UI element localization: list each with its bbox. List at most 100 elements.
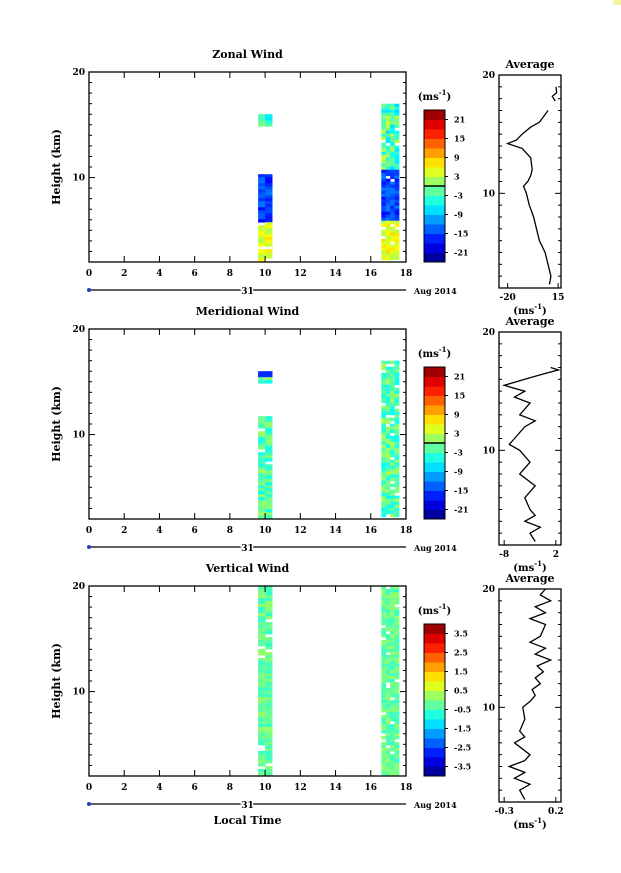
- heatmap-cell: [265, 631, 273, 635]
- heatmap-cell: [381, 387, 387, 392]
- colorbar-segment: [424, 462, 445, 472]
- heatmap-cell: [385, 226, 391, 231]
- heatmap-cell: [394, 447, 400, 452]
- heatmap-cell: [258, 601, 266, 605]
- heatmap-cell: [394, 423, 400, 428]
- heatmap-cell: [381, 450, 387, 455]
- heatmap-cell: [385, 733, 391, 737]
- heatmap-cell: [258, 637, 266, 641]
- average-frame: [498, 588, 562, 803]
- heatmap-cell: [265, 721, 273, 725]
- heatmap-cell: [394, 661, 400, 665]
- heatmap-cell: [258, 240, 266, 244]
- heatmap-cell: [258, 598, 266, 602]
- heatmap-cell: [381, 772, 387, 776]
- heatmap-cell: [394, 703, 400, 707]
- heatmap-cell: [258, 658, 266, 662]
- y-axis-label: Height (km): [50, 643, 63, 719]
- colorbar-segment: [424, 709, 445, 720]
- heatmap-cell: [394, 658, 400, 662]
- colorbar-segment: [424, 167, 445, 177]
- heatmap-cell: [385, 486, 391, 491]
- heatmap-cell: [265, 458, 273, 462]
- heatmap-cell: [265, 655, 273, 659]
- heatmap-cell: [381, 172, 387, 177]
- heatmap-cell: [258, 252, 266, 256]
- heatmap-cell: [265, 425, 273, 429]
- heatmap-cell: [265, 452, 273, 456]
- heatmap-cell: [265, 186, 273, 190]
- heatmap-cell: [390, 450, 395, 455]
- heatmap-cell: [265, 228, 273, 232]
- heatmap-cell: [390, 688, 395, 692]
- heatmap-cell: [385, 492, 391, 497]
- colorbar-label: 0.5: [454, 686, 468, 696]
- heatmap-cell: [258, 374, 266, 378]
- unit-base: (ms: [418, 349, 439, 360]
- heatmap-cell: [390, 426, 395, 431]
- heatmap-cell: [394, 133, 400, 138]
- heatmap-cell: [390, 667, 395, 671]
- heatmap-cell: [385, 480, 391, 485]
- colorbar-label: 3.5: [454, 629, 468, 639]
- heatmap-cell: [381, 462, 387, 467]
- heatmap-cell: [381, 211, 387, 216]
- heatmap-cell: [394, 682, 400, 686]
- heatmap-cell: [265, 661, 273, 665]
- heatmap-cell: [385, 709, 391, 713]
- heatmap-cell: [265, 598, 273, 602]
- heatmap-cell: [385, 706, 391, 710]
- heatmap-cell: [258, 688, 266, 692]
- heatmap-cell: [394, 196, 400, 201]
- heatmap-cell: [381, 718, 387, 722]
- heatmap-cell: [381, 154, 387, 159]
- unit-base: (ms: [513, 306, 534, 317]
- heatmap-cell: [265, 709, 273, 713]
- heatmap-cell: [381, 432, 387, 437]
- heatmap-cell: [265, 745, 273, 749]
- heatmap-cell: [258, 476, 266, 480]
- heatmap-cell: [381, 673, 387, 677]
- x-tick-label: 6: [192, 269, 198, 279]
- heatmap-cell: [265, 174, 273, 178]
- heatmap-cell: [265, 658, 273, 662]
- colorbar-segment: [424, 671, 445, 682]
- heatmap-cell: [258, 604, 266, 608]
- heatmap-cell: [381, 124, 387, 129]
- average-y-tick-label: 10: [482, 189, 495, 199]
- heatmap-cell: [381, 670, 387, 674]
- heatmap-cell: [385, 712, 391, 716]
- heatmap-cells: [258, 103, 400, 262]
- heatmap-cell: [394, 208, 400, 213]
- heatmap-cell: [394, 121, 400, 126]
- heatmap-cell: [385, 598, 391, 602]
- heatmap-cell: [390, 190, 395, 195]
- heatmap-cell: [258, 231, 266, 235]
- heatmap-cell: [390, 250, 395, 255]
- heatmap-cell: [394, 607, 400, 611]
- heatmap-cell: [381, 136, 387, 141]
- heatmap-cell: [265, 380, 273, 384]
- heatmap-cell: [265, 117, 273, 121]
- heatmap-cell: [381, 250, 387, 255]
- heatmap-cell: [394, 435, 400, 440]
- heatmap-cell: [381, 763, 387, 767]
- heatmap-cell: [265, 192, 273, 196]
- heatmap-cell: [381, 175, 387, 180]
- heatmap-cell: [394, 489, 400, 494]
- unit-exponent: -1: [534, 302, 542, 311]
- heatmap-cell: [394, 441, 400, 446]
- heatmap-cell: [394, 366, 400, 371]
- heatmap-cell: [265, 440, 273, 444]
- heatmap-cell: [390, 151, 395, 156]
- heatmap-cell: [258, 192, 266, 196]
- heatmap-cell: [390, 504, 395, 509]
- heatmap-cell: [394, 712, 400, 716]
- heatmap-cell: [381, 640, 387, 644]
- colorbar-segment: [424, 157, 445, 168]
- heatmap-cell: [394, 453, 400, 458]
- heatmap-cell: [390, 229, 395, 234]
- heatmap-cell: [258, 706, 266, 710]
- heatmap-cell: [258, 479, 266, 483]
- heatmap-cell: [258, 679, 266, 683]
